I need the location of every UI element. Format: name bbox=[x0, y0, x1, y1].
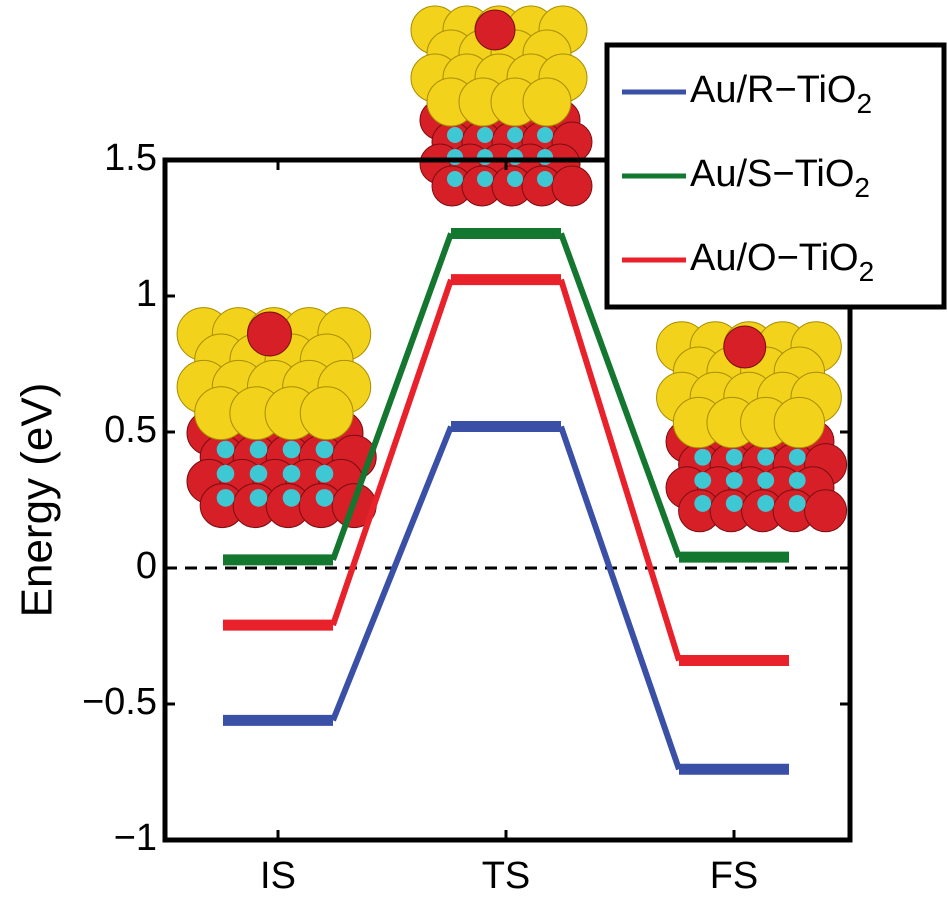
atom bbox=[250, 465, 268, 483]
atom bbox=[316, 441, 334, 459]
atom bbox=[477, 149, 493, 165]
y-tick-label: 0.5 bbox=[104, 409, 157, 451]
atom bbox=[726, 495, 743, 512]
atom bbox=[789, 495, 806, 512]
atom bbox=[447, 171, 463, 187]
atom bbox=[316, 465, 334, 483]
atom bbox=[789, 472, 806, 489]
x-tick-label: TS bbox=[482, 855, 531, 897]
atom bbox=[537, 127, 553, 143]
x-tick-label: FS bbox=[710, 855, 759, 897]
atom bbox=[475, 10, 515, 50]
atom bbox=[217, 465, 235, 483]
atom bbox=[757, 449, 774, 466]
y-tick-label: −1 bbox=[114, 817, 157, 859]
y-axis-label: Energy (eV) bbox=[13, 383, 62, 618]
atom bbox=[283, 489, 301, 507]
atom bbox=[694, 472, 711, 489]
atom bbox=[726, 449, 743, 466]
atom bbox=[217, 489, 235, 507]
atom bbox=[694, 495, 711, 512]
atom bbox=[447, 127, 463, 143]
x-tick-label: IS bbox=[260, 855, 296, 897]
atom bbox=[250, 441, 268, 459]
atom bbox=[477, 127, 493, 143]
atom bbox=[774, 397, 824, 447]
atom bbox=[300, 387, 353, 440]
atom bbox=[250, 489, 268, 507]
atom bbox=[507, 171, 523, 187]
y-tick-label: 0 bbox=[136, 545, 157, 587]
atom bbox=[283, 465, 301, 483]
atom bbox=[789, 449, 806, 466]
atom bbox=[316, 489, 334, 507]
atom bbox=[724, 326, 766, 368]
y-tick-label: 1.5 bbox=[104, 137, 157, 179]
atom bbox=[537, 171, 553, 187]
atom bbox=[694, 449, 711, 466]
atom bbox=[447, 149, 463, 165]
atom bbox=[217, 441, 235, 459]
atom bbox=[507, 149, 523, 165]
y-tick-label: 1 bbox=[136, 273, 157, 315]
atom bbox=[805, 490, 847, 532]
atom bbox=[248, 312, 292, 356]
atom bbox=[552, 166, 592, 206]
atom bbox=[477, 171, 493, 187]
atom bbox=[283, 441, 301, 459]
atom bbox=[757, 472, 774, 489]
atom bbox=[537, 149, 553, 165]
atom bbox=[757, 495, 774, 512]
atom bbox=[507, 127, 523, 143]
atom bbox=[523, 78, 571, 126]
chart: Energy (eV) −1−0.500.511.5ISTSFSAu/R−TiO… bbox=[0, 0, 948, 901]
y-tick-label: −0.5 bbox=[82, 681, 157, 723]
atom bbox=[726, 472, 743, 489]
